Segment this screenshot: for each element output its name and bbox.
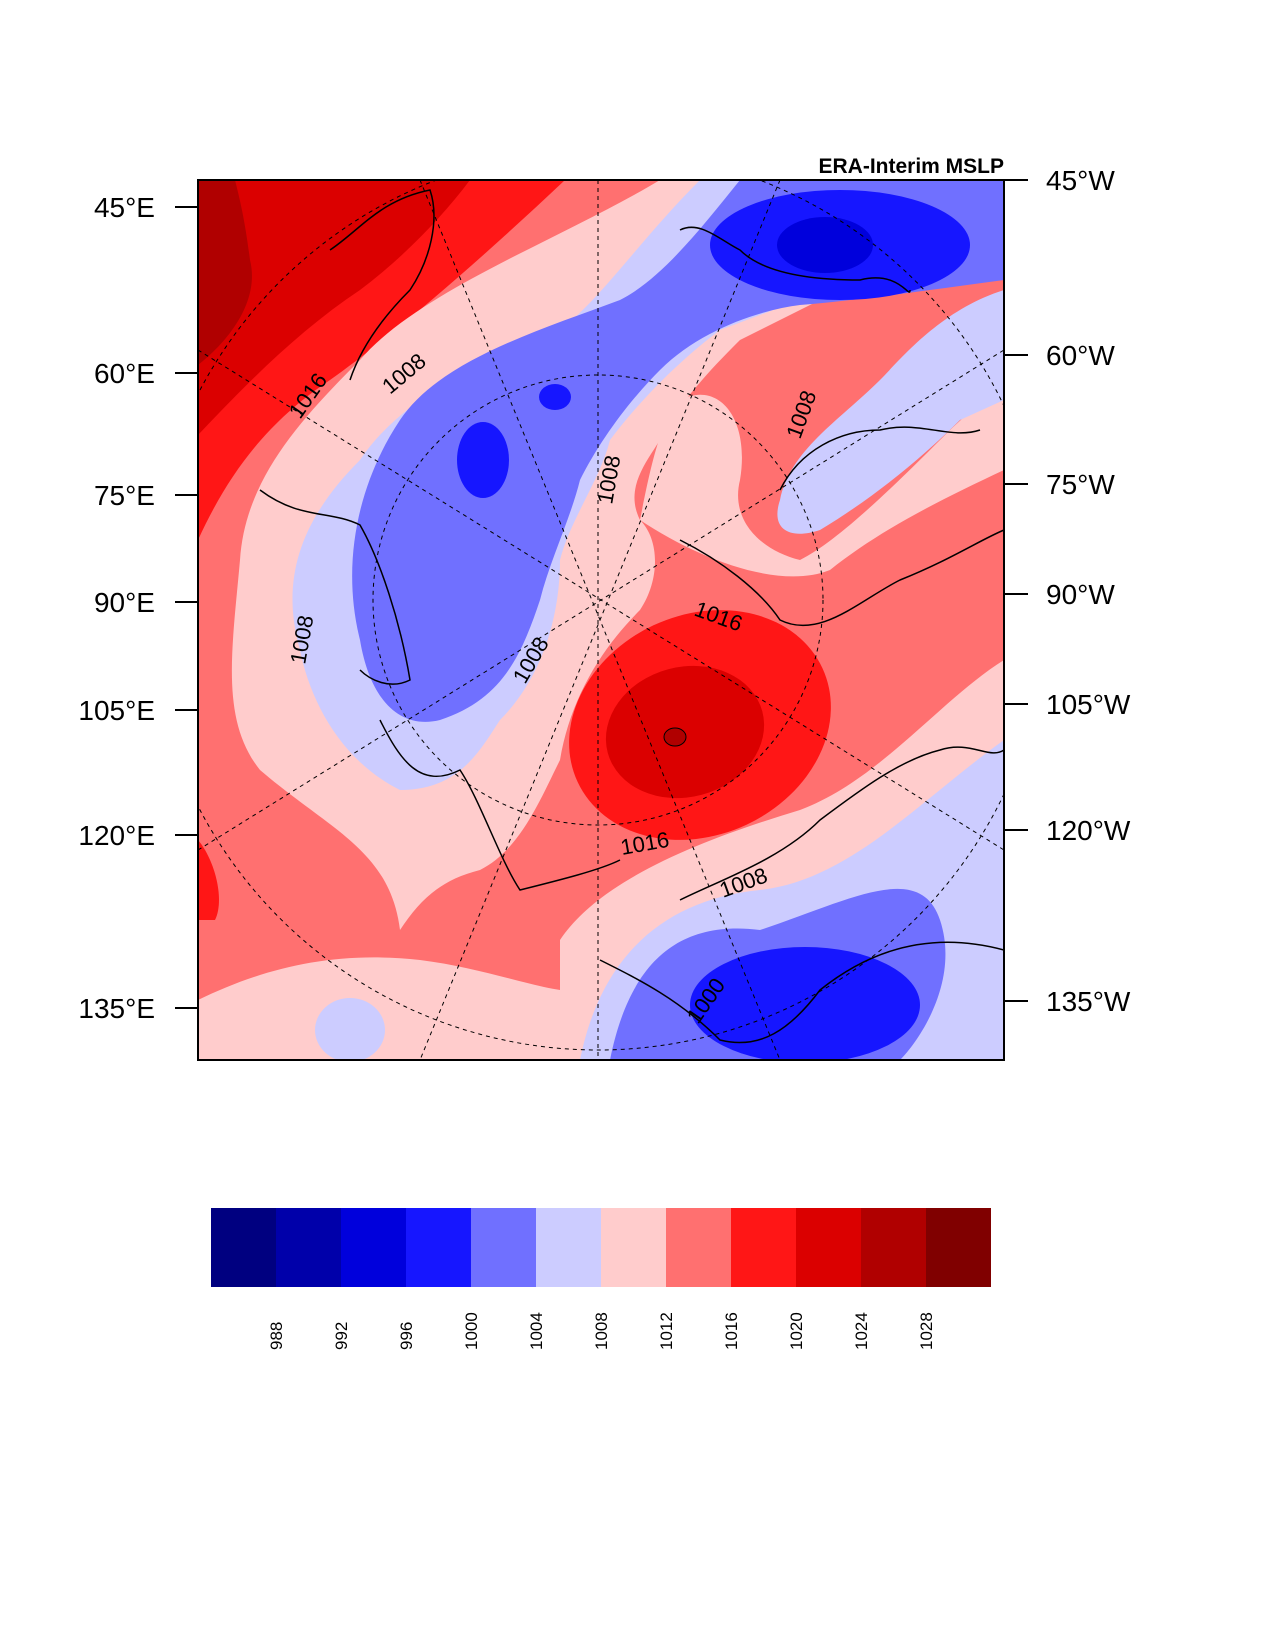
fill-992-996-north [777,217,873,273]
right-axis: 45°W 60°W 75°W 90°W 105°W 120°W 135°W [1004,165,1131,1017]
plot-title: ERA-Interim MSLP [818,155,1004,178]
fill-1004-1008-sw-blob [315,998,385,1060]
colorbar-label: 1000 [462,1312,481,1350]
lat-label-right: 45°W [1046,165,1115,196]
fill-1004-1008-ne [777,290,1004,534]
lat-label-right: 135°W [1046,986,1131,1017]
graticule [198,180,1004,1060]
colorbar-box [601,1208,666,1287]
colorbar-box [276,1208,341,1287]
colorbar-label: 1028 [917,1312,936,1350]
colorbar-label: 1016 [722,1312,741,1350]
lat-label-left: 105°E [78,695,155,726]
colorbar-box [536,1208,601,1287]
colorbar-label: 1020 [787,1312,806,1350]
fill-996-1000-south [690,947,920,1060]
fill-1000-1004-north [352,180,1004,722]
colorbar-box [341,1208,406,1287]
lat-label-right: 90°W [1046,579,1115,610]
colorbar-box [796,1208,861,1287]
lat-label-left: 135°E [78,993,155,1024]
lat-label-right: 120°W [1046,815,1131,846]
colorbar-label: 992 [332,1322,351,1350]
lat-label-left: 45°E [94,192,155,223]
fill-1024-1028-nw [198,180,252,365]
colorbar: 988 992 996 1000 1004 1008 1012 1016 1020 1024 102… [211,1208,991,1350]
colorbar-box [666,1208,731,1287]
colorbar-label: 988 [267,1322,286,1350]
colorbar-label: 1024 [852,1312,871,1350]
fill-1016-1020-w [198,840,219,920]
lat-label-right: 60°W [1046,340,1115,371]
lat-label-right: 75°W [1046,469,1115,500]
colorbar-box [406,1208,471,1287]
colorbar-box [211,1208,276,1287]
lat-label-left: 90°E [94,587,155,618]
colorbar-label: 1012 [657,1312,676,1350]
colorbar-box [861,1208,926,1287]
colorbar-label: 1004 [527,1312,546,1350]
fill-996-1000-blob [457,422,509,498]
fill-1020-1024-high [605,665,765,799]
colorbar-box [731,1208,796,1287]
lat-label-left: 75°E [94,480,155,511]
fill-1020-1024-nw [198,180,470,435]
coastlines [259,189,1004,1044]
fill-1008-1012-sw [198,957,620,1060]
left-axis: 45°E 60°E 75°E 90°E 105°E 120°E 135°E [78,192,198,1024]
colorbar-box [471,1208,536,1287]
colorbar-label: 996 [397,1322,416,1350]
fill-1008-1012-east [640,380,1004,577]
colorbar-box [926,1208,991,1287]
lat-label-right: 105°W [1046,689,1131,720]
fill-1024-1028-high [663,727,687,747]
map-plot-area: 1016 1008 1008 1008 1008 1008 1016 1016 … [198,180,1004,1060]
map-frame [197,179,1005,1061]
lat-label-left: 60°E [94,358,155,389]
fill-996-1000-blob2 [539,384,571,410]
colorbar-label: 1008 [592,1312,611,1350]
lat-label-left: 120°E [78,820,155,851]
